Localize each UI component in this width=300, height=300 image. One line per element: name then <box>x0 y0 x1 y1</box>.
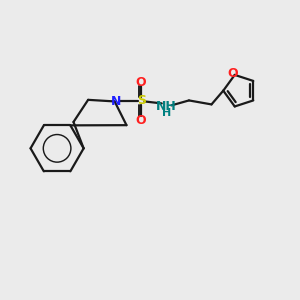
Text: N: N <box>111 95 121 108</box>
Text: O: O <box>228 67 238 80</box>
Text: H: H <box>162 108 171 118</box>
Text: S: S <box>137 94 146 107</box>
Text: NH: NH <box>156 100 177 113</box>
Text: O: O <box>136 114 146 127</box>
Text: O: O <box>136 76 146 89</box>
